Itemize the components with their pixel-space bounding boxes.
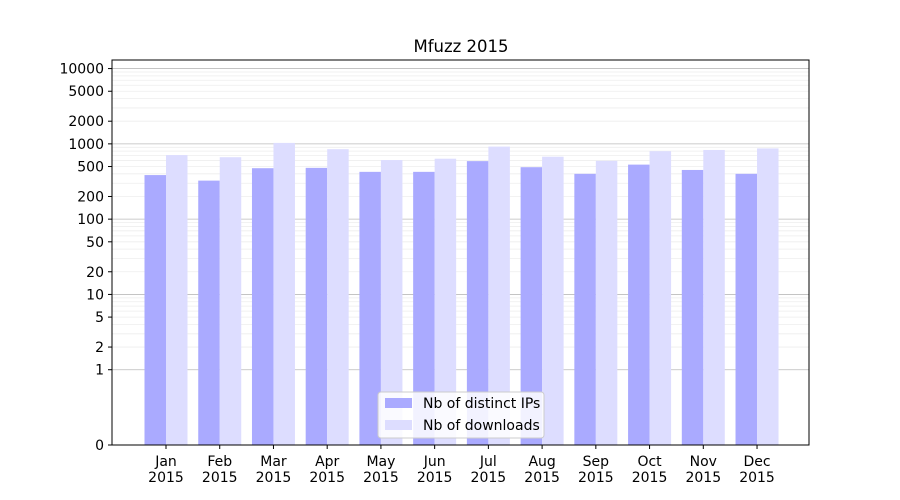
bar-ips (520, 167, 543, 445)
bar-ips (359, 171, 381, 445)
plot-frame (111, 59, 810, 446)
x-tick-label-month: Aug (528, 454, 555, 470)
y-tick-label: 0 (95, 438, 104, 454)
x-tick-label-month: Jul (479, 454, 497, 470)
x-tick-label-month: Feb (207, 454, 232, 470)
y-tick-label: 1 (95, 363, 104, 379)
chart-title: Mfuzz 2015 (413, 37, 508, 56)
x-tick-label-month: Sep (583, 454, 610, 470)
y-tick-label: 1000 (68, 137, 104, 153)
bar-ips (628, 164, 650, 445)
x-tick-label-month: Dec (743, 454, 770, 470)
x-tick-label-year: 2015 (417, 470, 453, 486)
y-axis: 0 1 2 5 10 20 50 100 200 500 1000 2000 5000 10000 (59, 62, 112, 454)
bar-downloads (380, 160, 403, 445)
legend-label-ips: Nb of distinct IPs (423, 396, 540, 412)
x-tick-label-month: Jan (154, 454, 177, 470)
y-tick-label: 5 (95, 310, 104, 326)
x-tick-label-year: 2015 (578, 470, 614, 486)
bar-ips (466, 161, 489, 446)
legend-swatch-downloads (385, 420, 412, 430)
x-tick-label-year: 2015 (202, 470, 238, 486)
x-tick-label-year: 2015 (685, 470, 721, 486)
bar-ips (574, 173, 596, 446)
x-tick-label-year: 2015 (471, 470, 507, 486)
bar-downloads (757, 148, 779, 445)
bar-downloads (166, 155, 188, 446)
x-axis: Jan2015Feb2015Mar2015Apr2015May2015Jun20… (148, 445, 775, 486)
x-tick-label-year: 2015 (632, 470, 668, 486)
y-tick-label: 50 (86, 235, 104, 251)
x-tick-label-year: 2015 (256, 470, 292, 486)
legend-box (377, 391, 545, 439)
y-tick-label: 20 (86, 265, 104, 281)
y-tick-label: 5000 (68, 84, 104, 100)
x-tick-label-month: Oct (637, 454, 662, 470)
bar-ips (251, 168, 274, 445)
bar-ips (735, 173, 758, 446)
x-tick-label-year: 2015 (739, 470, 775, 486)
bar-downloads (327, 149, 349, 445)
bar-ips (305, 167, 328, 445)
bar-ips (198, 180, 220, 445)
legend-swatch-ips (385, 398, 412, 408)
y-tick-label: 10 (86, 287, 104, 303)
bar-downloads (595, 160, 618, 445)
bar-ips (681, 169, 704, 445)
y-tick-label: 200 (77, 189, 104, 205)
bar-downloads (488, 146, 510, 445)
x-tick-label-year: 2015 (363, 470, 399, 486)
y-tick-label: 500 (77, 160, 104, 176)
x-tick-label-year: 2015 (309, 470, 345, 486)
bar-ips (413, 171, 435, 445)
x-tick-label-month: Apr (315, 454, 339, 470)
y-tick-label: 10000 (59, 62, 104, 78)
y-tick-label: 2000 (68, 114, 104, 130)
bars (144, 142, 779, 446)
bar-downloads (434, 158, 457, 445)
bar-downloads (703, 149, 725, 445)
x-tick-label-month: Jun (423, 454, 446, 470)
y-tick-label: 2 (95, 340, 104, 356)
x-tick-label-month: May (366, 454, 395, 470)
legend: Nb of distinct IPs Nb of downloads (377, 391, 545, 439)
x-tick-label-month: Nov (690, 454, 717, 470)
x-tick-label-year: 2015 (148, 470, 184, 486)
bar-downloads (219, 157, 242, 445)
x-tick-label-month: Mar (260, 454, 287, 470)
bar-downloads (273, 142, 295, 445)
bar-downloads (542, 156, 564, 445)
bar-downloads (649, 151, 672, 445)
x-tick-label-year: 2015 (524, 470, 560, 486)
bar-ips (144, 175, 166, 445)
legend-label-downloads: Nb of downloads (423, 418, 540, 434)
y-tick-label: 100 (77, 212, 104, 228)
